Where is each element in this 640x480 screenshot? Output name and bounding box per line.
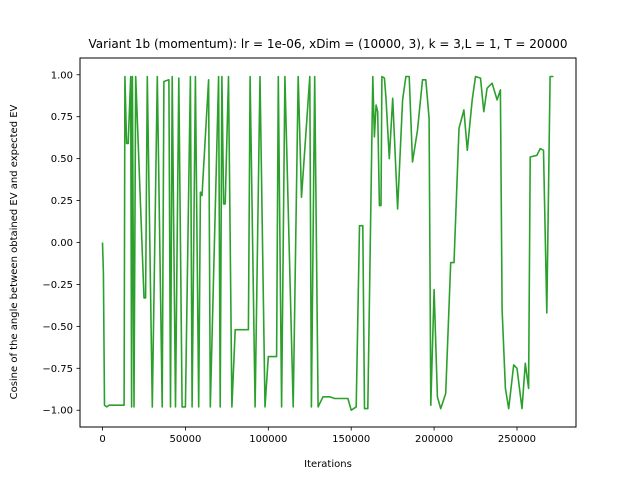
x-tick-label: 100000 [249,434,287,445]
x-tick-label: 250000 [498,434,536,445]
chart-title: Variant 1b (momentum): lr = 1e-06, xDim … [89,37,568,51]
y-tick-label: 0.00 [51,238,73,249]
x-tick-label: 50000 [170,434,202,445]
y-tick-label: 0.75 [51,112,73,123]
x-tick-label: 150000 [332,434,370,445]
series-line-group [101,75,554,412]
y-tick-label: 0.50 [51,154,73,165]
x-tick-label: 0 [99,434,105,445]
x-axis-label: Iterations [304,459,352,470]
series-line-0 [101,75,554,412]
y-axis-label: Cosine of the angle between obtained EV … [9,104,20,399]
y-tick-label: −1.00 [42,406,73,417]
y-tick-label: 1.00 [51,70,73,81]
y-tick-label: −0.50 [42,322,73,333]
y-tick-label: −0.75 [42,364,73,375]
x-axis: 0 50000 100000 150000 200000 250000 [99,427,536,445]
y-axis: −1.00 −0.75 −0.50 −0.25 0.00 0.25 0.50 0.75 1.00 [42,70,80,417]
x-tick-label: 200000 [415,434,453,445]
y-tick-label: −0.25 [42,280,73,291]
y-tick-label: 0.25 [51,196,73,207]
